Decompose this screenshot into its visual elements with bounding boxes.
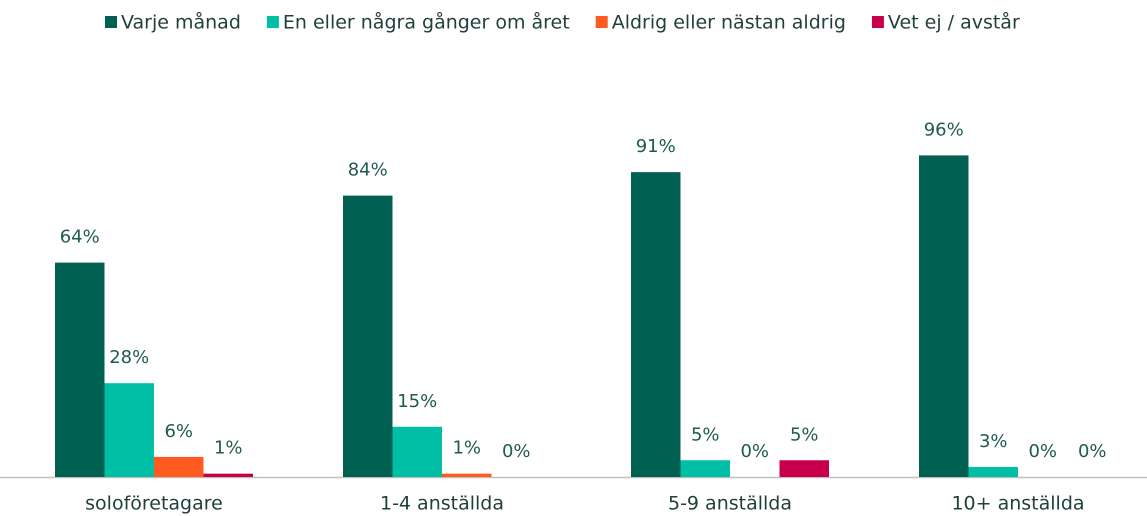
bar (104, 383, 154, 477)
bar (392, 426, 442, 477)
bar (203, 473, 253, 477)
legend-swatch (105, 16, 117, 28)
legend-label: Aldrig eller nästan aldrig (612, 12, 846, 34)
value-label: 3% (979, 431, 1008, 452)
value-label: 84% (348, 160, 388, 181)
x-tick-label: 10+ anställda (951, 493, 1084, 515)
legend-label: En eller några gånger om året (283, 11, 570, 34)
value-label: 96% (924, 119, 964, 140)
x-tick-label: 5-9 anställda (668, 493, 792, 515)
value-label: 0% (1028, 441, 1057, 462)
value-label: 6% (164, 421, 193, 442)
x-tick-label: soloföretagare (85, 493, 223, 515)
legend-swatch (266, 16, 279, 28)
value-label: 5% (790, 424, 819, 445)
bar (779, 460, 829, 477)
x-tick-label: 1-4 anställda (380, 493, 504, 515)
value-label: 1% (452, 438, 481, 459)
bar (919, 155, 969, 477)
bar (154, 456, 204, 477)
value-label: 28% (109, 347, 149, 368)
value-label: 1% (214, 438, 243, 459)
value-label: 0% (1078, 441, 1107, 462)
bar (968, 466, 1018, 477)
value-label: 91% (636, 136, 676, 157)
value-label: 64% (60, 227, 100, 248)
legend-label: Vet ej / avstår (888, 11, 1020, 34)
bar (680, 460, 730, 477)
legend-swatch (595, 16, 608, 28)
bar (631, 172, 681, 477)
value-label: 15% (397, 391, 437, 412)
value-label: 0% (740, 441, 769, 462)
legend-label: Varje månad (121, 11, 241, 34)
value-label: 0% (502, 441, 531, 462)
legend-swatch (871, 16, 884, 28)
bar (343, 195, 393, 477)
bar (55, 262, 105, 477)
bar (442, 473, 492, 477)
value-label: 5% (691, 424, 720, 445)
